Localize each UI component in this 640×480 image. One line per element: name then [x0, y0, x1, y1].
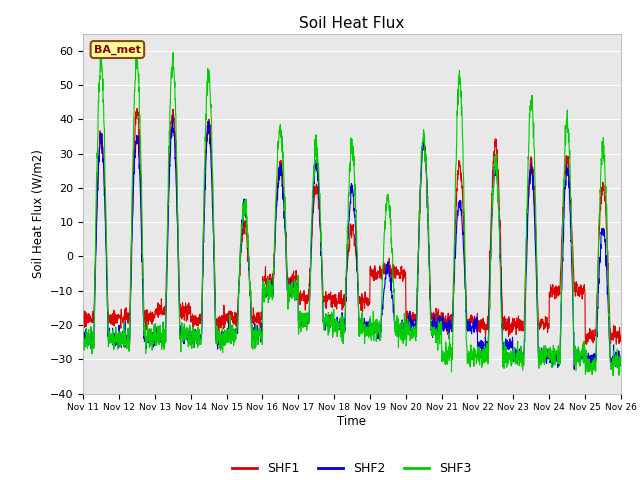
SHF3 — [79, 325, 87, 331]
SHF3 — [609, 372, 617, 378]
Line: SHF2: SHF2 — [83, 115, 621, 370]
SHF2 — [230, 336, 237, 342]
SHF1 — [585, 331, 593, 337]
SHF3 — [230, 329, 237, 335]
SHF2 — [570, 367, 578, 372]
SHF1 — [134, 106, 141, 111]
SHF2 — [508, 342, 516, 348]
SHF2 — [617, 357, 625, 363]
X-axis label: Time: Time — [337, 415, 367, 428]
SHF3 — [380, 262, 387, 267]
SHF1 — [230, 317, 237, 323]
SHF2 — [169, 112, 177, 118]
SHF3 — [368, 320, 376, 325]
SHF3 — [132, 48, 140, 54]
SHF1 — [617, 333, 625, 338]
Legend: SHF1, SHF2, SHF3: SHF1, SHF2, SHF3 — [227, 457, 477, 480]
SHF3 — [617, 361, 625, 367]
SHF1 — [583, 341, 591, 347]
SHF3 — [570, 322, 577, 327]
SHF1 — [79, 309, 87, 314]
SHF1 — [380, 264, 387, 270]
Y-axis label: Soil Heat Flux (W/m2): Soil Heat Flux (W/m2) — [31, 149, 44, 278]
SHF2 — [79, 337, 87, 343]
SHF1 — [570, 264, 577, 270]
SHF1 — [508, 329, 516, 335]
SHF2 — [368, 322, 376, 327]
SHF2 — [585, 357, 593, 362]
Line: SHF3: SHF3 — [83, 51, 621, 375]
SHF2 — [380, 295, 387, 301]
SHF3 — [584, 357, 592, 362]
SHF3 — [508, 355, 516, 360]
SHF2 — [570, 332, 577, 338]
Text: BA_met: BA_met — [94, 44, 141, 55]
Title: Soil Heat Flux: Soil Heat Flux — [300, 16, 404, 31]
SHF1 — [368, 266, 376, 272]
Line: SHF1: SHF1 — [83, 108, 621, 344]
